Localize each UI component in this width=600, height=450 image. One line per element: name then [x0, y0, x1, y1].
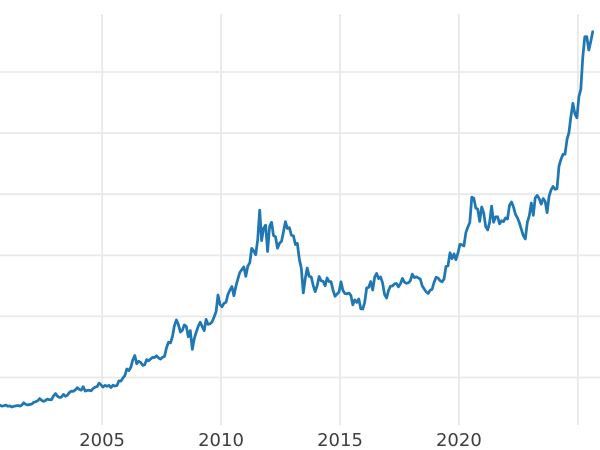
price-series-line [0, 30, 595, 409]
x-tick-label: 2020 [436, 430, 482, 450]
x-tick-label: 2005 [79, 430, 125, 450]
x-tick-label: 2015 [317, 430, 363, 450]
x-axis-tick-labels: 2005 2010 2015 2020 [79, 430, 482, 450]
x-tick-label: 2010 [198, 430, 244, 450]
gridlines [0, 14, 600, 425]
